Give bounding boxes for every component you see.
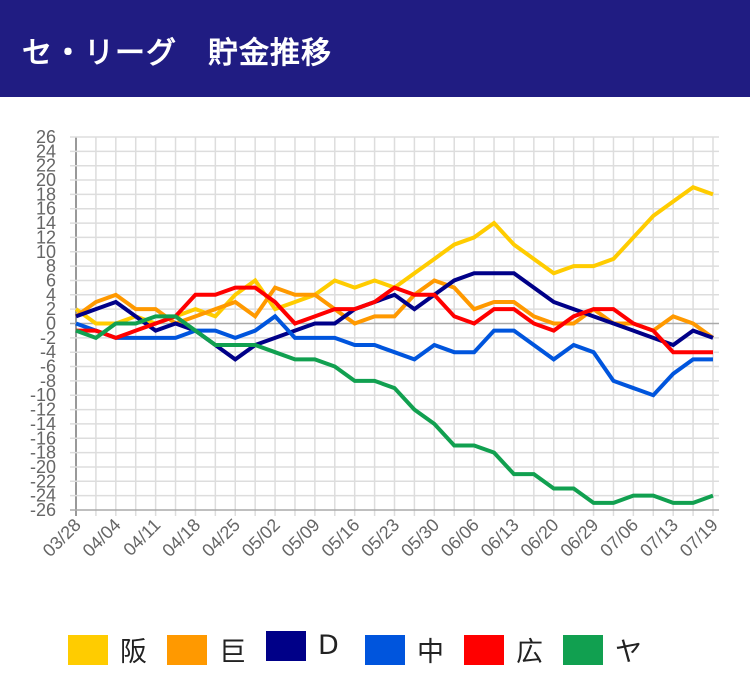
x-tick-label: 05/23 [357,515,403,561]
y-tick-label: 2 [46,299,56,319]
legend-swatch [464,634,504,665]
y-tick-label: 20 [36,170,56,190]
legend-label: 中 [417,637,444,668]
x-tick-label: 07/19 [676,515,722,561]
x-tick-label: 04/04 [79,515,125,561]
legend-item: 中 [365,630,444,669]
x-tick-label: 07/13 [636,515,682,561]
legend-label: 広 [516,637,543,668]
legend-item: ヤ [563,630,642,669]
legend-label: 巨 [219,637,246,668]
y-tick-label: 24 [36,141,56,161]
y-tick-label: 6 [46,270,56,290]
legend-swatch [68,634,108,665]
series-5 [75,314,714,505]
y-tick-label: 12 [36,227,56,247]
y-tick-label: -20 [30,457,56,477]
legend-item: 阪 [68,630,147,669]
legend-item: 広 [464,630,543,669]
y-tick-label: 0 [46,314,56,334]
x-tick-label: 05/16 [318,515,364,561]
legend-item: D [266,630,339,661]
y-tick-label: -2 [40,328,56,348]
y-tick-label: 8 [46,256,56,276]
x-tick-label: 04/18 [158,515,204,561]
series-4 [76,285,713,355]
series-line [75,313,713,398]
title-bar: セ・リーグ 貯金推移 [0,0,750,97]
x-tick-label: 06/20 [517,515,563,561]
legend-swatch [167,634,207,665]
x-tick-label: 05/30 [397,515,443,561]
y-tick-label: -14 [30,414,56,434]
series-line [75,271,714,362]
y-tick-label: 18 [36,184,56,204]
x-tick-label: 05/09 [278,515,324,561]
y-tick-label: -26 [30,500,56,520]
x-tick-label: 06/13 [477,515,523,561]
y-tick-label: 4 [46,285,56,305]
legend-swatch [365,634,405,665]
x-tick-label: 05/02 [238,515,284,561]
y-tick-label: -22 [30,471,56,491]
y-tick-label: -8 [40,371,56,391]
x-tick-label: 03/28 [39,515,85,561]
x-tick-label: 06/29 [556,515,602,561]
x-tick-label: 07/06 [596,515,642,561]
y-tick-label: 14 [36,213,56,233]
legend-item: 巨 [167,630,246,669]
y-tick-label: -4 [40,342,56,362]
y-tick-label: 10 [36,242,56,262]
y-tick-label: -24 [30,486,56,506]
y-tick-label: -10 [30,385,56,405]
y-tick-label: 16 [36,199,56,219]
page-title: セ・リーグ 貯金推移 [22,36,332,71]
legend-label: ヤ [615,637,642,668]
series-3 [75,313,713,398]
y-tick-label: 22 [36,156,56,176]
x-tick-label: 04/25 [198,515,244,561]
series-2 [75,271,714,362]
y-tick-label: 26 [36,127,56,147]
y-tick-label: -18 [30,443,56,463]
series-line [75,314,714,505]
line-chart: 26242220181614121086420-2-4-6-8-10-12-14… [30,127,722,561]
legend-swatch [266,630,306,661]
y-tick-label: -6 [40,357,56,377]
x-tick-label: 06/06 [437,515,483,561]
series-line [76,285,713,355]
x-tick-label: 04/11 [119,515,164,560]
legend-label: D [318,630,339,661]
y-tick-label: -12 [30,400,56,420]
y-tick-label: -16 [30,428,56,448]
legend-label: 阪 [120,637,147,668]
legend-swatch [563,634,603,665]
